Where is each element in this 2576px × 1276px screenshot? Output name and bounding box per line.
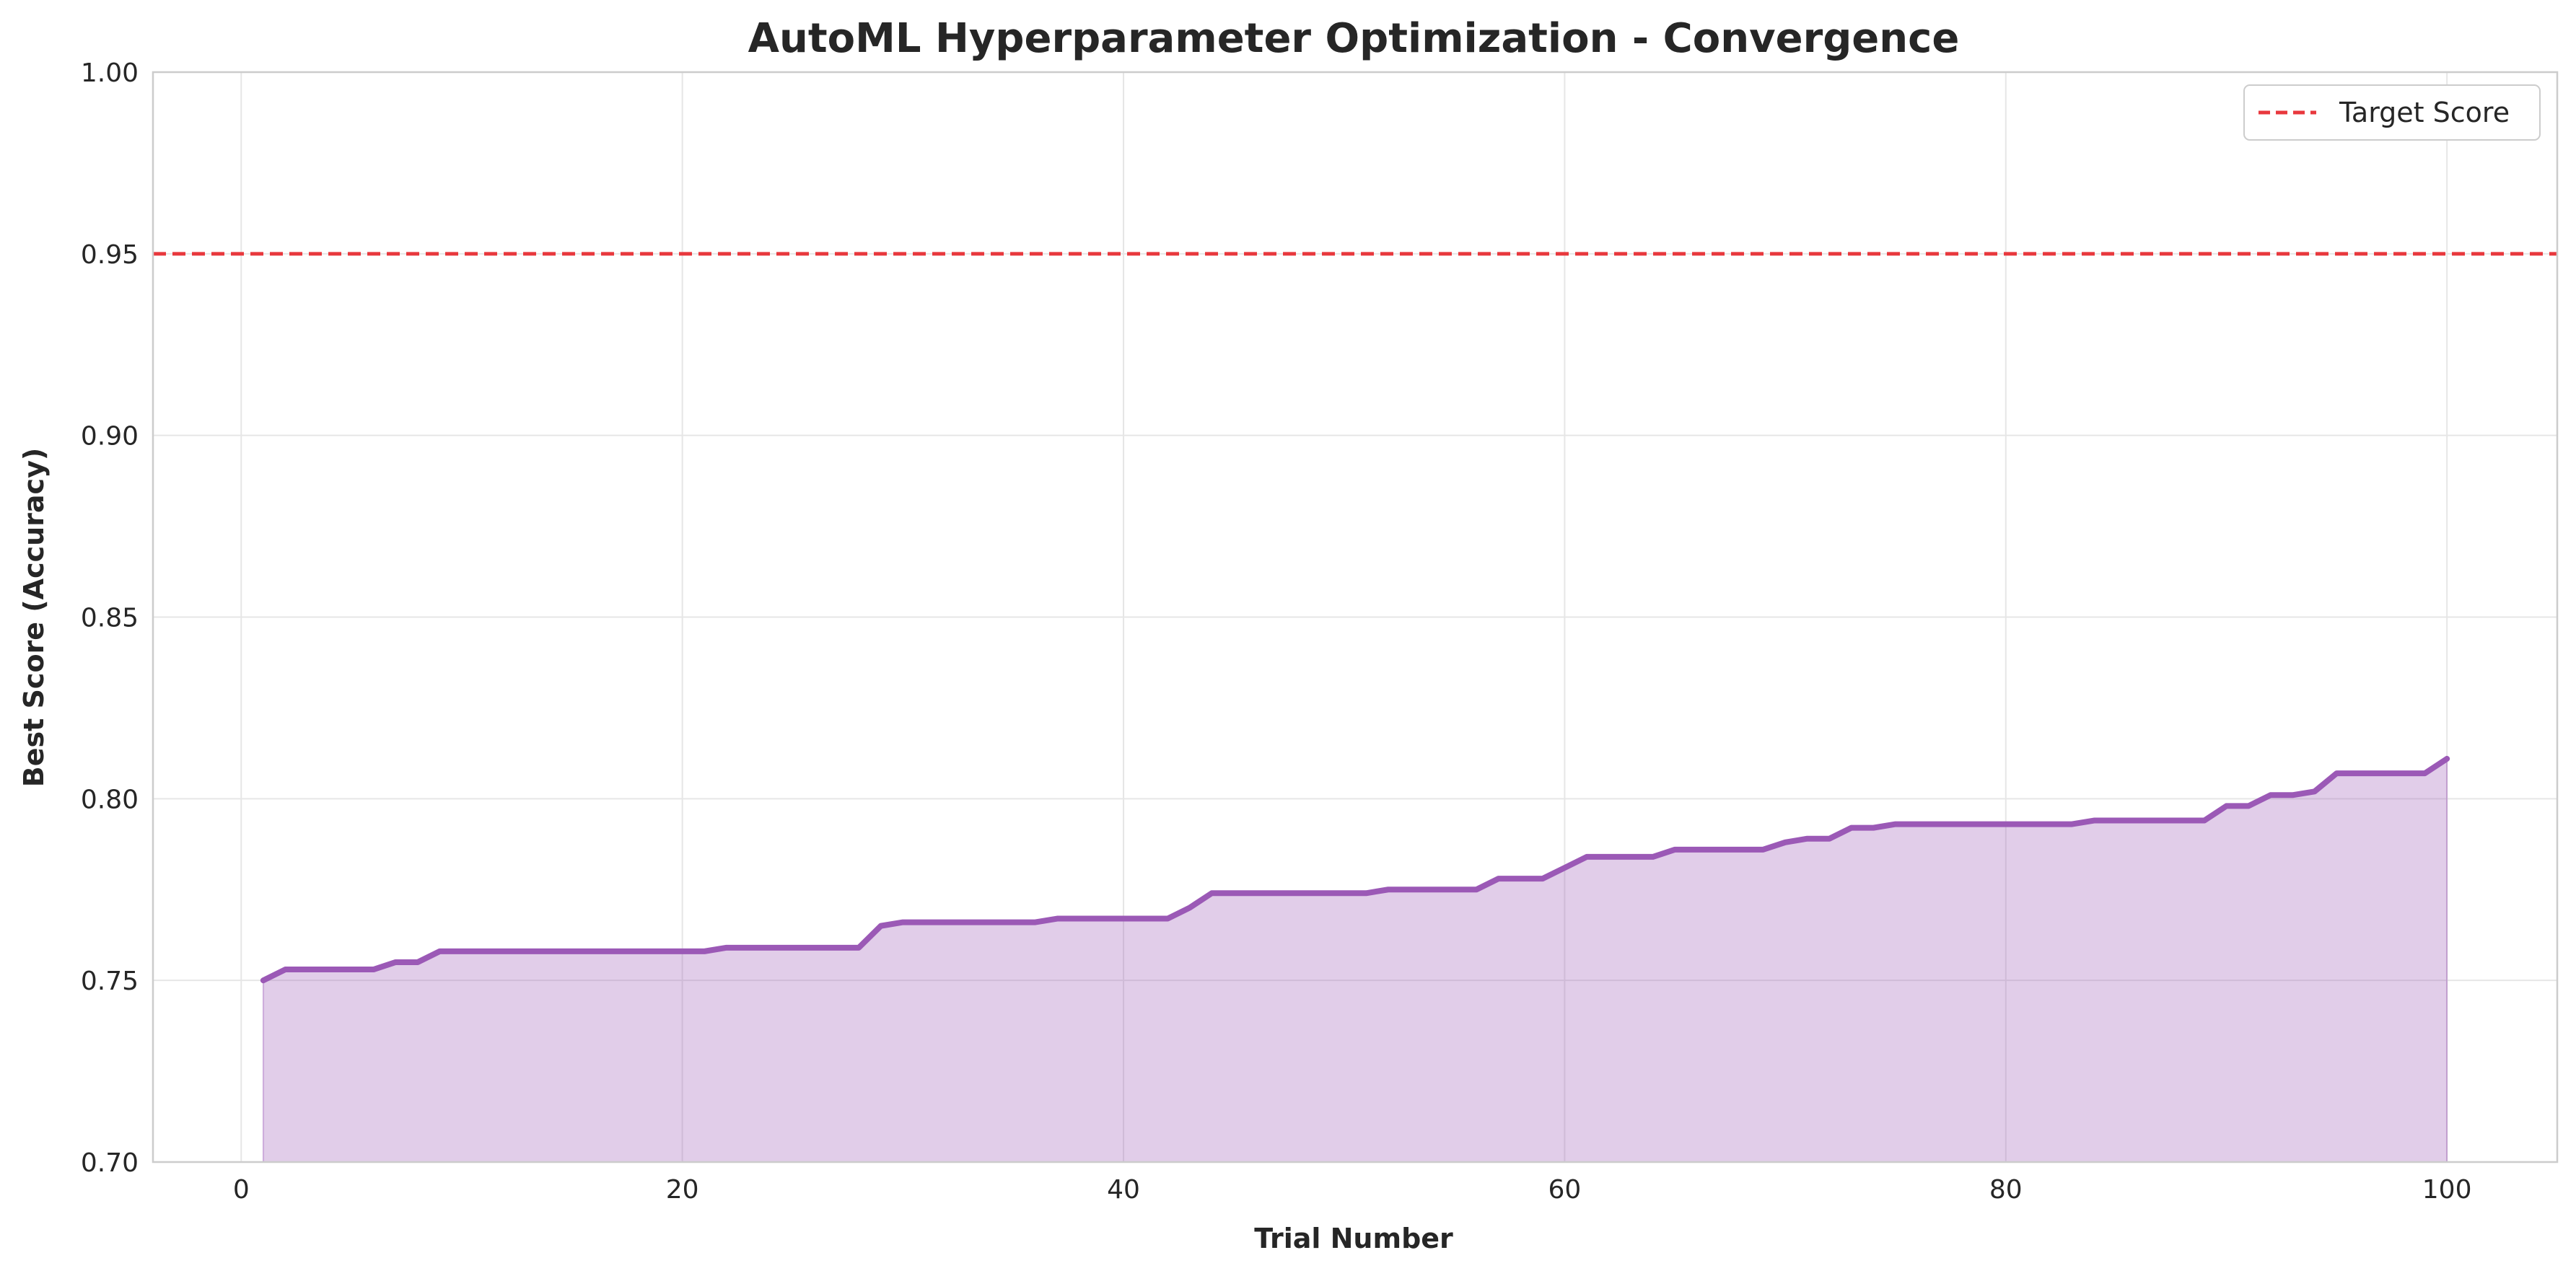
legend: Target Score xyxy=(2243,84,2541,141)
y-tick-label: 0.70 xyxy=(81,1148,139,1178)
y-axis-ticks: 0.70 0.75 0.80 0.85 0.90 0.95 1.00 xyxy=(81,58,139,1178)
x-tick-label: 80 xyxy=(1989,1175,2023,1205)
y-tick-label: 0.85 xyxy=(81,604,139,633)
y-axis-label: Best Score (Accuracy) xyxy=(18,448,50,787)
x-tick-label: 40 xyxy=(1107,1175,1140,1205)
plot-frame xyxy=(152,71,2559,1163)
chart-title: AutoML Hyperparameter Optimization - Con… xyxy=(748,15,1960,62)
y-tick-label: 1.00 xyxy=(81,58,139,88)
best-score-line xyxy=(260,755,2450,984)
x-tick-label: 0 xyxy=(233,1175,250,1205)
legend-box xyxy=(2243,84,2541,141)
x-tick-label: 100 xyxy=(2422,1175,2472,1205)
plot-content xyxy=(153,252,2557,1163)
y-tick-label: 0.90 xyxy=(81,422,139,452)
x-tick-label: 20 xyxy=(666,1175,699,1205)
y-tick-label: 0.80 xyxy=(81,785,139,814)
y-tick-label: 0.95 xyxy=(81,240,139,270)
y-tick-label: 0.75 xyxy=(81,967,139,996)
legend-target-label: Target Score xyxy=(2339,97,2510,128)
x-tick-label: 60 xyxy=(1548,1175,1581,1205)
x-axis-ticks: 0 20 40 60 80 100 xyxy=(233,1175,2472,1205)
x-axis-label: Trial Number xyxy=(1254,1223,1453,1254)
